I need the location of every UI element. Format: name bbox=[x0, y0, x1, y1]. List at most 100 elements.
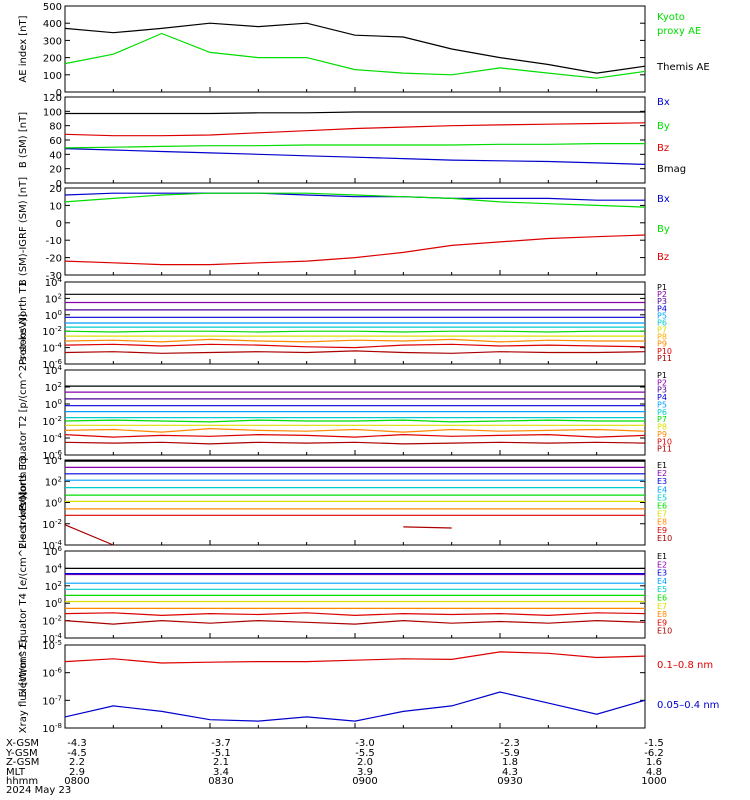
legend-entry: P2 bbox=[657, 378, 667, 387]
panel-frame bbox=[64, 459, 646, 546]
series-line-e10 bbox=[64, 619, 646, 625]
legend-entry: E9 bbox=[657, 618, 667, 627]
series-line-by bbox=[64, 192, 646, 208]
y-tick-label: 104 bbox=[45, 454, 63, 467]
y-axis-label: B (SM)-IGRF (SM) [nT] bbox=[18, 177, 29, 286]
footer-row-label: Y-GSM bbox=[6, 747, 38, 759]
panel-bsm: 0 20 40 60 80 100 120 B (SM) [nT] Bx By Bz Bmag bbox=[18, 93, 686, 190]
legend-entry: P7 bbox=[657, 326, 667, 335]
y-tick-label: 102 bbox=[45, 292, 62, 305]
legend-entry: E9 bbox=[657, 526, 667, 535]
legend-entry: E6 bbox=[657, 594, 667, 603]
footer-value: -2.3 bbox=[500, 738, 520, 749]
legend-entry: E3 bbox=[657, 477, 667, 486]
panel-bdiff: -30 -20 -10 0 10 20 B (SM)-IGRF (SM) [nT] Bx By B… bbox=[18, 177, 670, 286]
y-tick-label: 400 bbox=[43, 19, 62, 30]
legend-entry: E8 bbox=[657, 610, 667, 619]
footer-value: 1.8 bbox=[502, 757, 518, 768]
series-line-p10 bbox=[64, 343, 646, 349]
panel-frame bbox=[64, 187, 646, 276]
legend-entry: E7 bbox=[657, 510, 667, 519]
y-tick-label: 300 bbox=[43, 36, 62, 47]
panel-pe: 10-6 10-4 10-2 100 102 104 Protons Equator T2 … bbox=[18, 314, 672, 511]
y-tick-label: 10-6 bbox=[42, 449, 62, 462]
y-tick-label: 10 bbox=[49, 201, 62, 212]
y-tick-label: 104 bbox=[45, 276, 63, 289]
series-line-e10 bbox=[64, 524, 452, 546]
legend-entry: P2 bbox=[657, 290, 667, 299]
legend-entry: E1 bbox=[657, 461, 667, 470]
legend-entry: P5 bbox=[657, 311, 667, 320]
y-tick-label: 10-6 bbox=[42, 667, 62, 680]
series-line-p11 bbox=[64, 350, 646, 354]
legend-entry: P3 bbox=[657, 297, 667, 306]
y-tick-label: 104 bbox=[45, 364, 63, 377]
y-tick-label: 10-2 bbox=[42, 615, 62, 628]
footer-row-label: Z-GSM bbox=[6, 757, 40, 768]
legend-entry: E4 bbox=[657, 577, 667, 586]
legend-entry: P3 bbox=[657, 386, 667, 395]
series-line-p7 bbox=[64, 330, 645, 333]
legend-entry: E5 bbox=[657, 585, 667, 594]
y-tick-label: 0 bbox=[56, 179, 62, 190]
legend-entry: P6 bbox=[657, 408, 667, 417]
y-axis-label: Protons North T1 bbox=[18, 281, 29, 365]
footer-value: 2.0 bbox=[357, 757, 373, 768]
legend-entry: P9 bbox=[657, 430, 667, 439]
y-axis-label: Electrons Equator T4 [e/(cm^2-s-sr-keV)] bbox=[18, 492, 29, 698]
legend-entry: proxy AE bbox=[657, 26, 701, 37]
series-line-kyoto-proxy-ae bbox=[64, 32, 646, 79]
legend-entry: 0.05–0.4 nm bbox=[657, 700, 719, 711]
footer-row-z-gsm: Z-GSM 2.2 2.1 2.0 1.8 1.6 bbox=[0, 757, 750, 768]
y-tick-label: 20 bbox=[49, 184, 62, 195]
series-line-bx bbox=[64, 192, 645, 201]
legend-entry: Themis AE bbox=[656, 62, 710, 73]
footer-value: -5.9 bbox=[500, 747, 520, 759]
panel-ae: 0 100 200 300 400 500 AE index [nT] Kyoto proxy … bbox=[18, 2, 710, 99]
legend-entry: P5 bbox=[657, 400, 667, 409]
y-tick-label: 100 bbox=[45, 497, 62, 510]
y-tick-label: 10-6 bbox=[42, 358, 62, 371]
series-line-bz bbox=[64, 122, 646, 137]
y-tick-label: 100 bbox=[45, 597, 62, 610]
legend-entry: Bx bbox=[657, 194, 670, 205]
legend-entry: Bx bbox=[657, 97, 670, 108]
footer-row-mlt: MLT 2.9 3.4 3.9 4.3 4.8 bbox=[0, 767, 750, 778]
y-tick-label: 100 bbox=[43, 107, 62, 118]
footer-value: 0900 bbox=[352, 776, 378, 787]
series-line-themis-ae bbox=[64, 22, 646, 74]
legend-entry: By bbox=[657, 224, 670, 235]
y-tick-label: 100 bbox=[45, 398, 62, 411]
y-tick-label: -10 bbox=[46, 236, 62, 247]
footer-value: -1.5 bbox=[644, 738, 664, 749]
y-tick-label: 60 bbox=[49, 136, 62, 147]
footer-row-y-gsm: Y-GSM -4.5 -5.1 -5.5 -5.9 -6.2 bbox=[0, 748, 750, 759]
footer-value: 4.8 bbox=[646, 766, 662, 778]
legend-entry: E2 bbox=[657, 469, 667, 478]
y-tick-label: 80 bbox=[49, 122, 62, 133]
y-tick-label: 40 bbox=[49, 150, 62, 161]
y-tick-label: 10-5 bbox=[42, 639, 62, 652]
footer-value: 4.3 bbox=[502, 766, 518, 778]
legend-entry: E5 bbox=[657, 493, 667, 502]
legend-entry: P1 bbox=[657, 283, 667, 292]
footer-value: -5.1 bbox=[211, 747, 231, 759]
footer-value: -3.0 bbox=[355, 738, 375, 749]
legend-entry: P11 bbox=[657, 354, 672, 363]
legend-entry: P11 bbox=[657, 445, 672, 454]
legend-entry: P8 bbox=[657, 333, 667, 342]
footer-value: -4.5 bbox=[67, 747, 87, 759]
series-line-p10 bbox=[64, 433, 646, 438]
y-tick-label: 10-2 bbox=[42, 325, 62, 338]
y-axis-label: B (SM) [nT] bbox=[18, 112, 29, 168]
panel-frame bbox=[64, 96, 646, 184]
y-tick-label: -20 bbox=[46, 254, 62, 265]
footer-row-label: X-GSM bbox=[6, 738, 40, 749]
legend-entry: E3 bbox=[657, 569, 667, 578]
y-tick-label: 10-8 bbox=[42, 722, 62, 735]
legend-entry: E10 bbox=[657, 627, 672, 636]
y-axis-label: Xray flux [W/m^2] bbox=[18, 640, 29, 734]
legend-entry: Bz bbox=[657, 252, 669, 263]
y-tick-label: 102 bbox=[45, 580, 62, 593]
y-tick-label: 200 bbox=[43, 54, 62, 65]
